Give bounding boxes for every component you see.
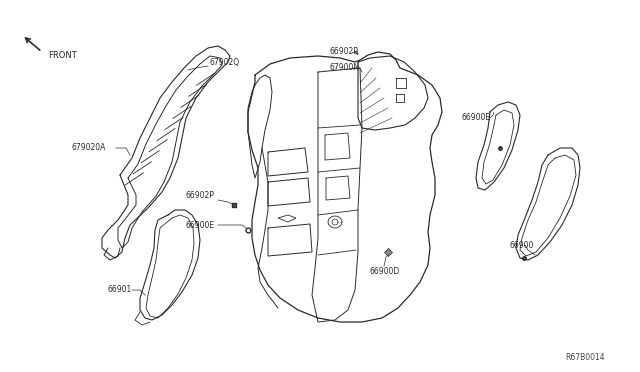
Text: 66900D: 66900D xyxy=(370,267,400,276)
Text: 66900E: 66900E xyxy=(462,113,491,122)
Text: 66902P: 66902P xyxy=(330,48,359,57)
Text: 66901: 66901 xyxy=(108,285,132,295)
Text: FRONT: FRONT xyxy=(48,51,77,60)
Text: 66902P: 66902P xyxy=(185,192,214,201)
Text: 67900N: 67900N xyxy=(330,64,360,73)
Text: 67902Q: 67902Q xyxy=(210,58,240,67)
Text: 679020A: 679020A xyxy=(72,144,106,153)
Text: R67B0014: R67B0014 xyxy=(565,353,605,362)
Text: 66900: 66900 xyxy=(510,241,534,250)
Text: 66900E: 66900E xyxy=(185,221,214,230)
